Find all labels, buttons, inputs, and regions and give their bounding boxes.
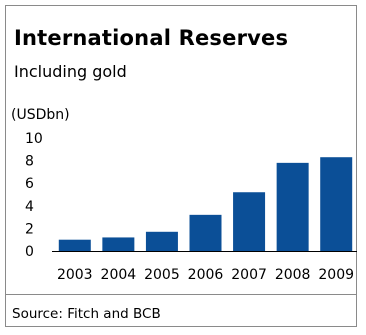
bar-2004 [102, 237, 135, 251]
source-separator [5, 294, 357, 295]
source-note: Source: Fitch and BCB [12, 306, 161, 322]
chart-subtitle: Including gold [14, 62, 127, 81]
bars [58, 157, 353, 251]
bar-2009 [320, 157, 353, 251]
bar-2005 [145, 231, 178, 251]
bar-2003 [58, 239, 91, 251]
x-tick-label: 2006 [188, 267, 224, 283]
y-tick-label: 2 [25, 221, 34, 237]
y-tick-label: 6 [25, 176, 34, 192]
y-tick-label: 10 [25, 131, 43, 147]
chart-title: International Reserves [14, 26, 289, 50]
x-tick-label: 2009 [318, 267, 354, 283]
x-tick-label: 2008 [275, 267, 311, 283]
x-axis-tick-labels: 2003 2004 2005 2006 2007 2008 2009 [57, 267, 354, 283]
x-tick-label: 2003 [57, 267, 93, 283]
x-tick-label: 2007 [231, 267, 267, 283]
bar-2008 [276, 162, 309, 251]
bar-2006 [189, 214, 222, 251]
x-tick-label: 2005 [144, 267, 180, 283]
y-tick-label: 4 [25, 199, 34, 215]
x-tick-label: 2004 [101, 267, 137, 283]
y-axis-unit-label: (USDbn) [11, 107, 70, 123]
y-tick-label: 0 [25, 244, 34, 260]
y-tick-label: 8 [25, 154, 34, 170]
bar-2007 [233, 192, 266, 251]
y-axis-ticks: 0 2 4 6 8 10 [25, 131, 43, 260]
